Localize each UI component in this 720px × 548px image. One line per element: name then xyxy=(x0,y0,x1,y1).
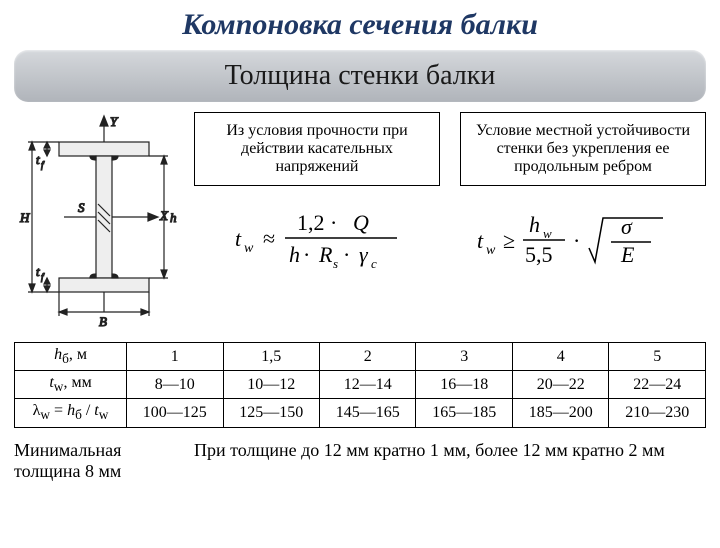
svg-text:t: t xyxy=(36,264,40,279)
svg-text:R: R xyxy=(318,242,333,267)
table-cell: 12—14 xyxy=(320,371,416,399)
svg-text:w: w xyxy=(244,241,254,256)
table-cell: 145—165 xyxy=(320,399,416,427)
table-row: tw, мм8—1010—1212—1416—1820—2222—24 xyxy=(15,371,706,399)
svg-text:σ: σ xyxy=(621,214,633,239)
svg-text:1,2 ·: 1,2 · xyxy=(297,210,337,235)
condition-1: Из условия прочности при действии касате… xyxy=(194,112,440,332)
svg-text:h: h xyxy=(170,210,177,225)
table-cell: 20—22 xyxy=(512,371,608,399)
svg-text:t: t xyxy=(36,152,40,167)
svg-text:h: h xyxy=(529,212,540,237)
table-col-header: 1,5 xyxy=(223,343,319,371)
condition-2: Условие местной устойчивости стенки без … xyxy=(460,112,706,332)
svg-text:·: · xyxy=(343,242,350,267)
svg-text:f: f xyxy=(41,272,45,282)
svg-text:h: h xyxy=(289,242,300,267)
table-row-header: hб, м xyxy=(15,343,127,371)
table-col-header: 2 xyxy=(320,343,416,371)
table-cell: 8—10 xyxy=(127,371,223,399)
table-cell: 165—185 xyxy=(416,399,512,427)
svg-text:E: E xyxy=(620,242,635,267)
content-row: Y X S xyxy=(0,112,720,332)
svg-text:B: B xyxy=(99,314,107,329)
svg-text:5,5: 5,5 xyxy=(525,242,553,267)
svg-text:c: c xyxy=(371,256,377,271)
svg-text:t: t xyxy=(477,228,484,253)
thickness-table: hб, м11,52345tw, мм8—1010—1212—1416—1820… xyxy=(14,342,706,428)
table-col-header: 3 xyxy=(416,343,512,371)
svg-text:H: H xyxy=(19,210,30,225)
condition-2-text: Условие местной устойчивости стенки без … xyxy=(460,112,706,186)
svg-text:≈: ≈ xyxy=(263,226,275,251)
subtitle-pill: Толщина стенки балки xyxy=(14,50,706,102)
table-row-header: tw, мм xyxy=(15,371,127,399)
formula-1: tw ≈ 1,2 · Q h · Rs · γc xyxy=(227,204,407,264)
table-cell: 22—24 xyxy=(609,371,706,399)
svg-text:w: w xyxy=(486,243,496,258)
table-cell: 125—150 xyxy=(223,399,319,427)
page-title: Компоновка сечения балки xyxy=(0,8,720,42)
condition-1-text: Из условия прочности при действии касате… xyxy=(194,112,440,186)
svg-text:γ: γ xyxy=(359,242,369,267)
rounding-rule-note: При толщине до 12 мм кратно 1 мм, более … xyxy=(194,440,706,482)
svg-text:Y: Y xyxy=(110,114,119,129)
table-col-header: 4 xyxy=(512,343,608,371)
svg-text:t: t xyxy=(235,226,242,251)
svg-text:s: s xyxy=(333,256,338,271)
svg-text:Q: Q xyxy=(353,210,369,235)
formula-2: tw ≥ hw 5,5 · σ E xyxy=(473,204,693,264)
svg-text:f: f xyxy=(41,160,45,170)
ibeam-diagram: Y X S xyxy=(14,112,184,332)
svg-text:≥: ≥ xyxy=(503,228,515,253)
svg-text:S: S xyxy=(78,200,85,215)
table-cell: 10—12 xyxy=(223,371,319,399)
svg-text:·: · xyxy=(573,228,580,253)
table-cell: 100—125 xyxy=(127,399,223,427)
min-thickness-note: Минимальная толщина 8 мм xyxy=(14,440,174,482)
table-row-header: λw = hб / tw xyxy=(15,399,127,427)
conditions-row: Из условия прочности при действии касате… xyxy=(184,112,706,332)
svg-text:w: w xyxy=(543,226,552,241)
table-col-header: 1 xyxy=(127,343,223,371)
svg-text:·: · xyxy=(303,242,310,267)
table-col-header: 5 xyxy=(609,343,706,371)
footer-row: Минимальная толщина 8 мм При толщине до … xyxy=(0,440,720,482)
table-cell: 16—18 xyxy=(416,371,512,399)
table-row: λw = hб / tw100—125125—150145—165165—185… xyxy=(15,399,706,427)
table-cell: 210—230 xyxy=(609,399,706,427)
table-cell: 185—200 xyxy=(512,399,608,427)
